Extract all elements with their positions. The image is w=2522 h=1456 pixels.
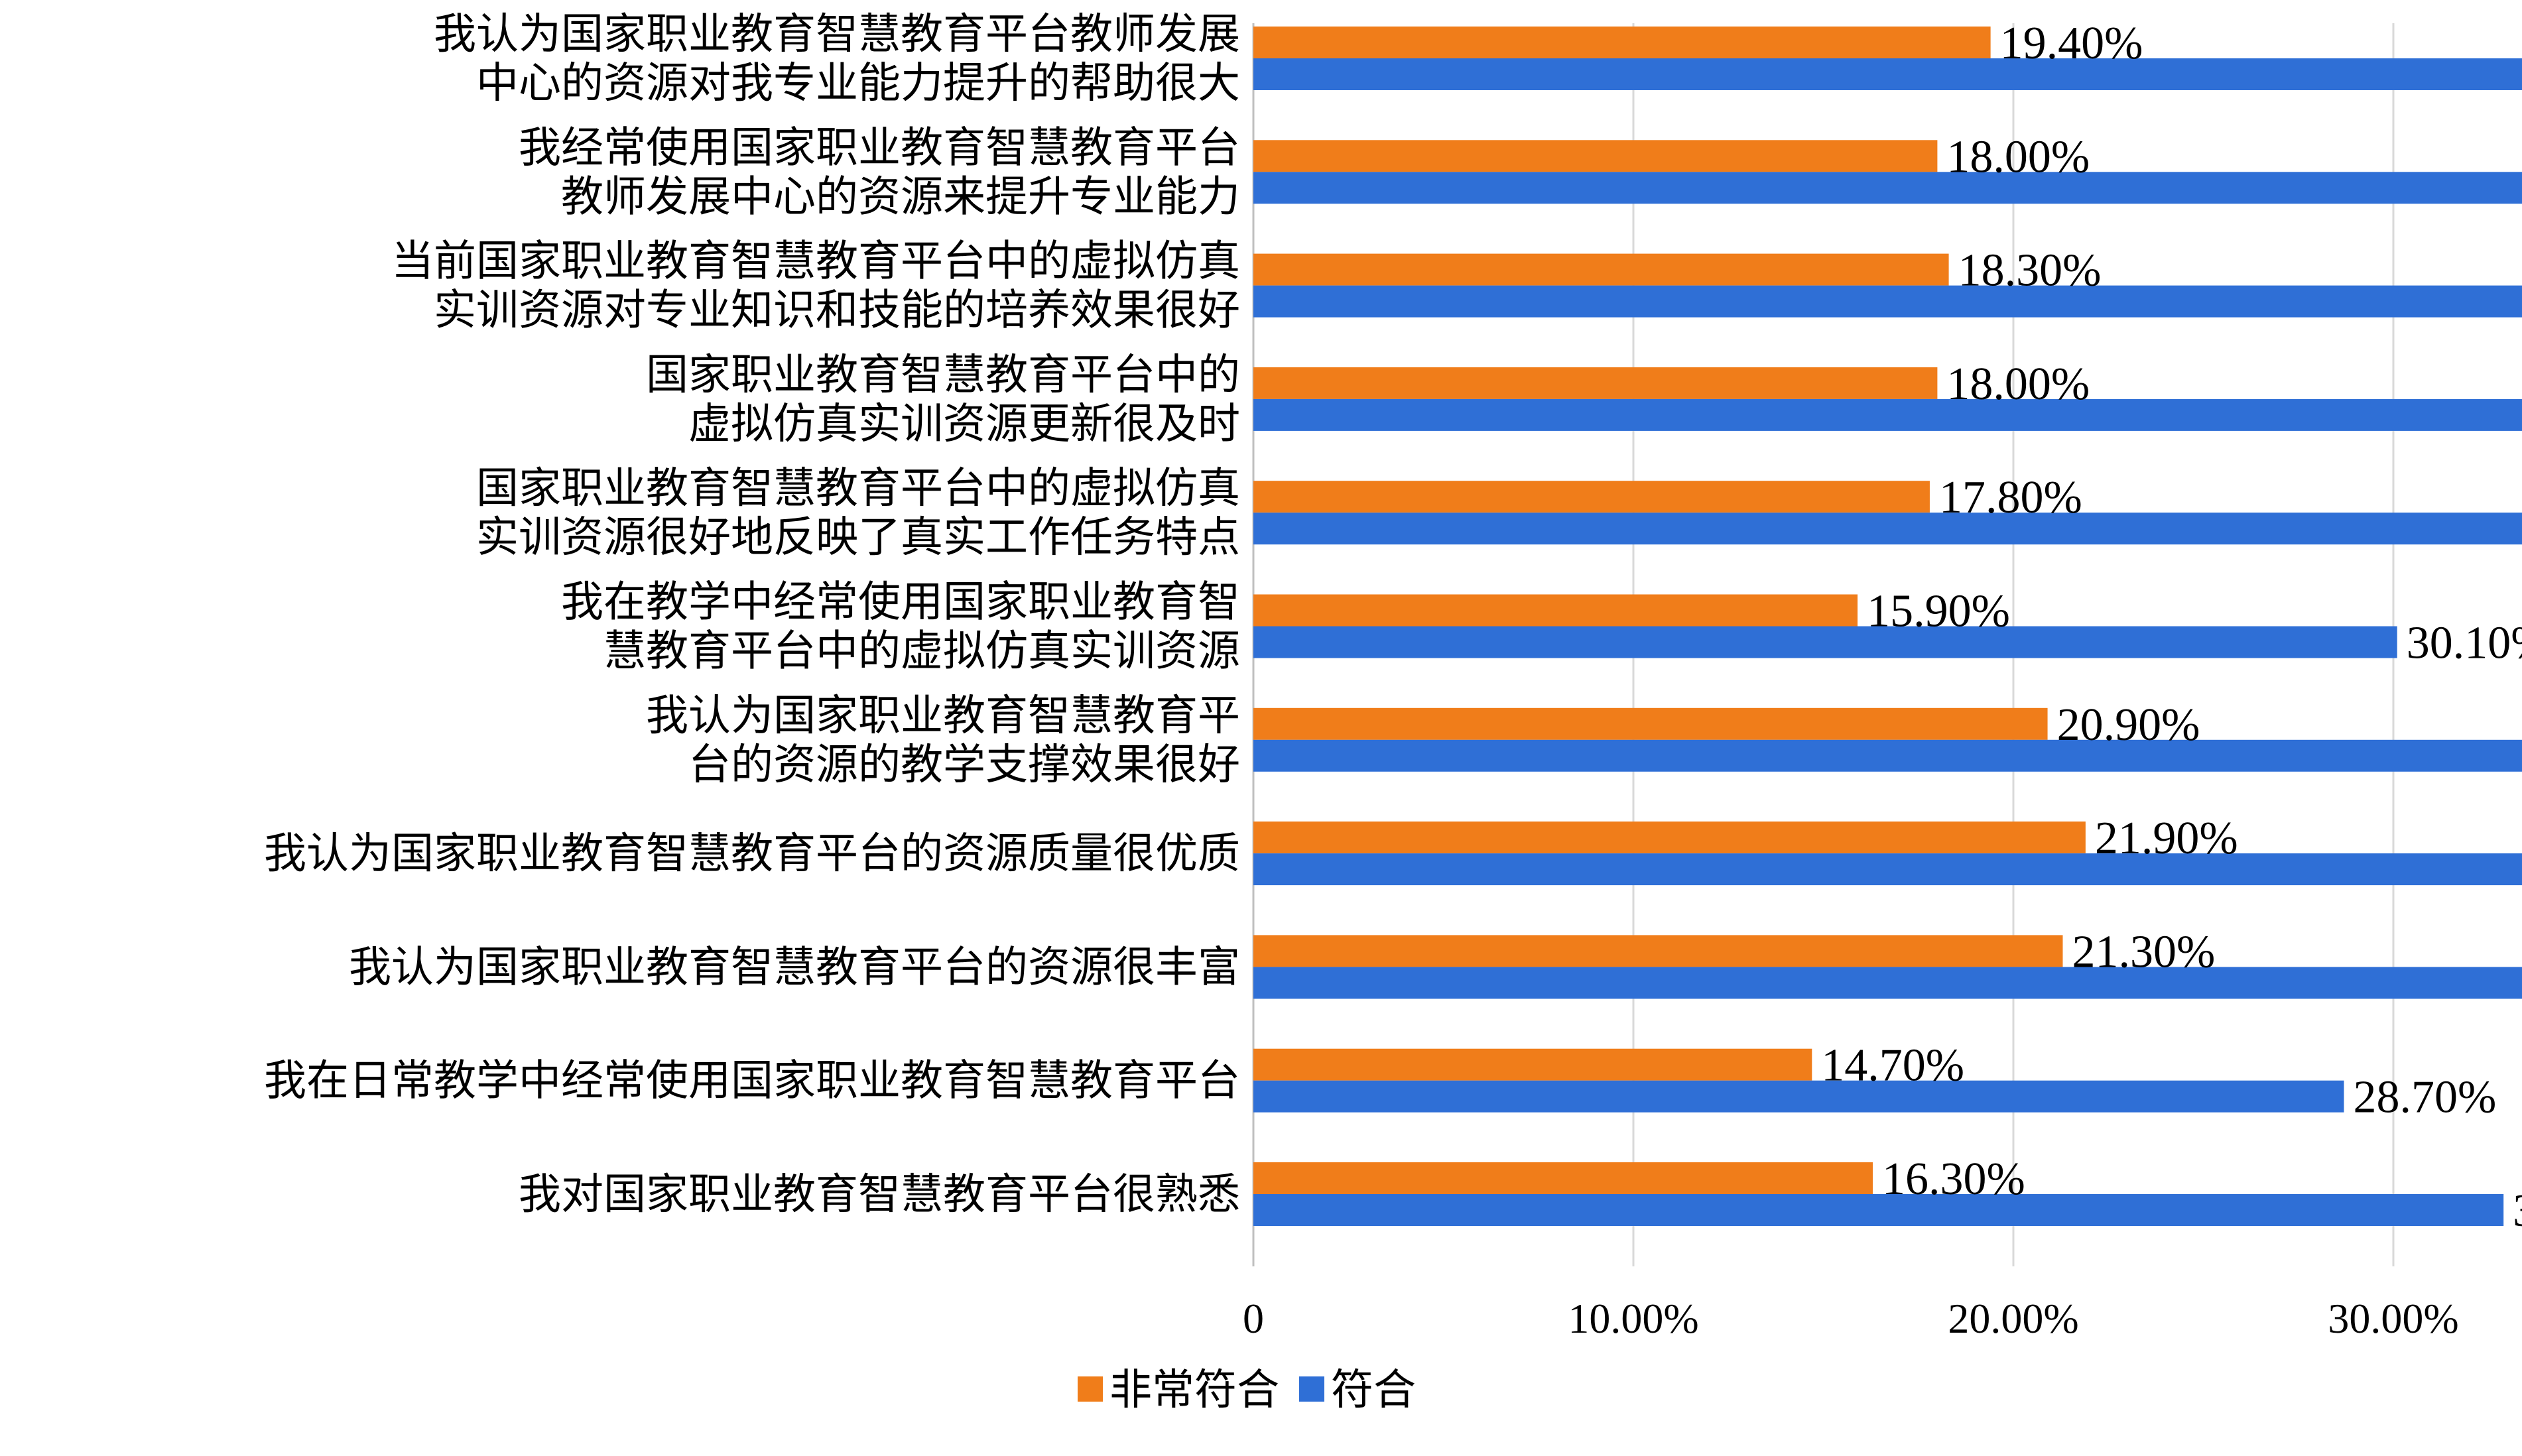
bar-very-consistent bbox=[1253, 821, 2086, 854]
bar-very-consistent bbox=[1253, 481, 1930, 513]
data-label: 32.90% bbox=[2513, 1185, 2522, 1237]
category-label: 我在教学中经常使用国家职业教育智 bbox=[561, 578, 1240, 627]
x-axis-ticks: 010.00%20.00%30.00%40.00%50.00% bbox=[1243, 1295, 2459, 1342]
data-label: 21.30% bbox=[2072, 926, 2215, 977]
data-label: 15.90% bbox=[1867, 586, 2010, 637]
bar-very-consistent bbox=[1253, 935, 2063, 967]
category-labels: 我认为国家职业教育智慧教育平台教师发展中心的资源对我专业能力提升的帮助很大我经常… bbox=[264, 10, 1240, 1219]
data-label: 19.40% bbox=[2000, 18, 2143, 69]
bar-very-consistent bbox=[1253, 140, 1938, 172]
category-label: 台的资源的教学支撑效果很好 bbox=[688, 741, 1240, 790]
bar-consistent bbox=[1253, 513, 2522, 545]
x-tick-label: 10.00% bbox=[1568, 1295, 1698, 1342]
data-label: 21.90% bbox=[2095, 813, 2238, 864]
bar-consistent bbox=[1253, 398, 2522, 431]
category-label: 慧教育平台中的虚拟仿真实训资源 bbox=[603, 627, 1240, 676]
category-label: 实训资源对专业知识和技能的培养效果很好 bbox=[434, 286, 1240, 335]
x-tick-label: 20.00% bbox=[1948, 1295, 2078, 1342]
data-label: 18.00% bbox=[1946, 131, 2090, 182]
data-label: 18.00% bbox=[1946, 359, 2090, 410]
category-label: 我认为国家职业教育智慧教育平台的资源很丰富 bbox=[349, 943, 1240, 992]
legend: 非常符合 符合 bbox=[1078, 1366, 1416, 1415]
bar-consistent bbox=[1253, 626, 2397, 658]
bar-very-consistent bbox=[1253, 594, 1858, 627]
value-labels: 19.40%36.50%18.00%34.50%18.30%36.70%18.0… bbox=[1821, 18, 2522, 1237]
category-label: 我对国家职业教育智慧教育平台很熟悉 bbox=[519, 1170, 1240, 1219]
bar-consistent bbox=[1253, 172, 2522, 204]
bar-consistent bbox=[1253, 285, 2522, 318]
category-label: 我经常使用国家职业教育智慧教育平台 bbox=[519, 123, 1240, 172]
bar-very-consistent bbox=[1253, 27, 1991, 58]
bar-consistent bbox=[1253, 1080, 2344, 1113]
x-tick-label: 30.00% bbox=[2328, 1295, 2458, 1342]
bar-very-consistent bbox=[1253, 1048, 1812, 1081]
bar-consistent bbox=[1253, 967, 2522, 999]
bar-very-consistent bbox=[1253, 707, 2048, 740]
category-label: 虚拟仿真实训资源更新很及时 bbox=[688, 400, 1240, 449]
category-label: 国家职业教育智慧教育平台中的 bbox=[646, 351, 1240, 400]
bar-consistent bbox=[1253, 739, 2522, 772]
category-label: 当前国家职业教育智慧教育平台中的虚拟仿真 bbox=[391, 237, 1240, 286]
legend-swatch bbox=[1078, 1376, 1103, 1402]
category-label: 国家职业教育智慧教育平台中的虚拟仿真 bbox=[476, 464, 1240, 513]
category-label: 我在日常教学中经常使用国家职业教育智慧教育平台 bbox=[264, 1057, 1240, 1106]
category-label: 教师发展中心的资源来提升专业能力 bbox=[561, 172, 1240, 221]
bar-consistent bbox=[1253, 58, 2522, 90]
category-label: 我认为国家职业教育智慧教育平台的资源质量很优质 bbox=[264, 829, 1240, 879]
data-label: 20.90% bbox=[2057, 699, 2200, 751]
category-label: 我认为国家职业教育智慧教育平台教师发展 bbox=[434, 10, 1240, 59]
category-label: 我认为国家职业教育智慧教育平 bbox=[646, 692, 1240, 741]
data-label: 14.70% bbox=[1821, 1040, 1964, 1091]
data-label: 16.30% bbox=[1882, 1154, 2025, 1205]
legend-swatch bbox=[1299, 1376, 1324, 1402]
bar-consistent bbox=[1253, 1194, 2504, 1226]
legend-label: 符合 bbox=[1331, 1366, 1416, 1415]
x-tick-label: 0 bbox=[1243, 1295, 1264, 1342]
legend-label: 非常符合 bbox=[1109, 1366, 1279, 1415]
bar-consistent bbox=[1253, 853, 2522, 886]
category-label: 中心的资源对我专业能力提升的帮助很大 bbox=[476, 59, 1240, 108]
bar-very-consistent bbox=[1253, 1162, 1873, 1194]
bar-very-consistent bbox=[1253, 253, 1949, 286]
data-label: 30.10% bbox=[2407, 618, 2522, 669]
bars bbox=[1253, 27, 2522, 1226]
data-label: 17.80% bbox=[1939, 472, 2082, 523]
category-label: 实训资源很好地反映了真实工作任务特点 bbox=[476, 513, 1240, 562]
data-label: 18.30% bbox=[1958, 245, 2102, 296]
data-label: 28.70% bbox=[2354, 1072, 2497, 1123]
bar-very-consistent bbox=[1253, 367, 1938, 399]
